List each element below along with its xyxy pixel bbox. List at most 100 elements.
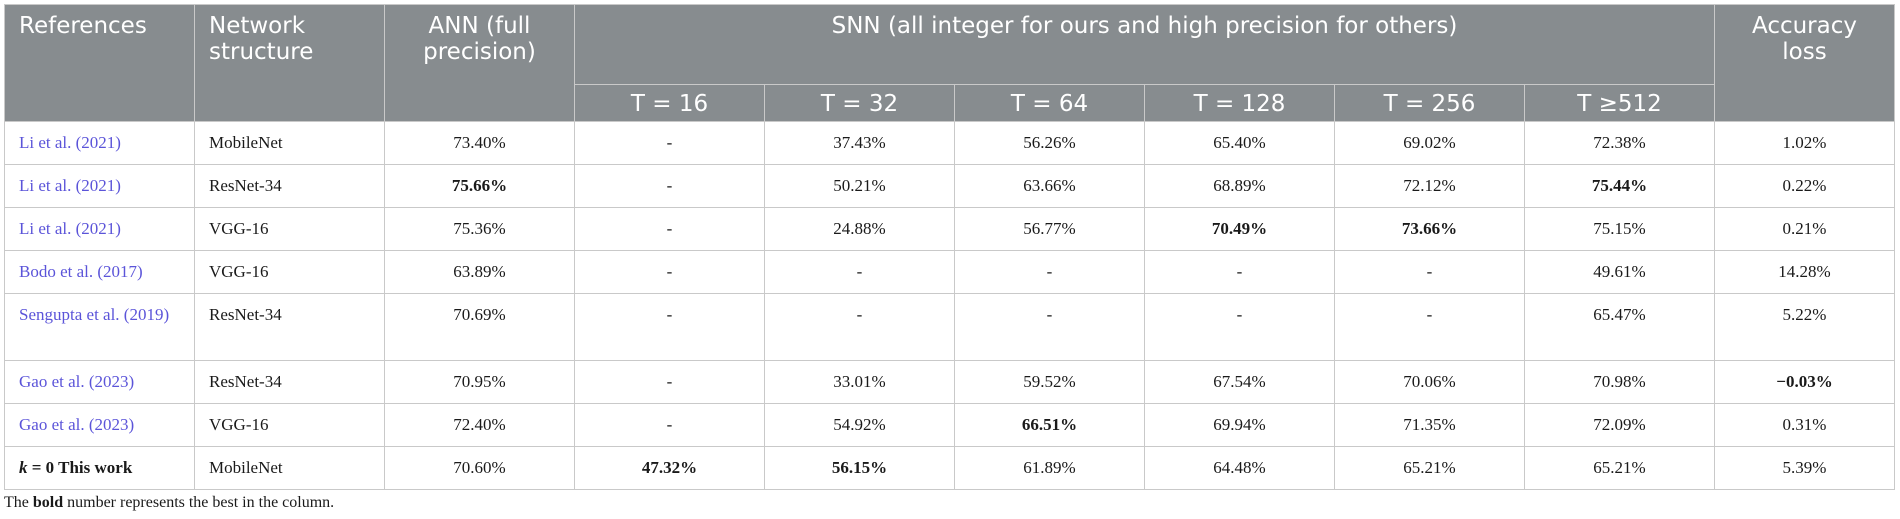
network-cell: MobileNet xyxy=(194,121,385,165)
this-work-label: k = 0 This work xyxy=(4,446,195,490)
t256-cell: 72.12% xyxy=(1334,164,1525,208)
t256-cell: 70.06% xyxy=(1334,360,1525,404)
reference-link[interactable]: Gao et al. (2023) xyxy=(4,360,195,404)
caption-bold: bold xyxy=(32,494,64,511)
table-row: Gao et al. (2023) VGG-16 72.40% - 54.92%… xyxy=(4,403,1895,447)
best-value: 66.51% xyxy=(1021,415,1078,434)
loss-cell: 14.28% xyxy=(1714,250,1895,294)
t16-cell: - xyxy=(574,164,765,208)
t32-cell: 37.43% xyxy=(764,121,955,165)
header-t128: T = 128 xyxy=(1144,84,1335,122)
caption-pre: The xyxy=(4,494,33,511)
t16-cell: - xyxy=(574,293,765,361)
header-t256: T = 256 xyxy=(1334,84,1525,122)
t128-cell: - xyxy=(1144,293,1335,361)
loss-cell: 5.39% xyxy=(1714,446,1895,490)
this-work-text: = 0 This work xyxy=(27,458,133,477)
t128-cell: 69.94% xyxy=(1144,403,1335,447)
network-cell: VGG-16 xyxy=(194,250,385,294)
t256-cell: - xyxy=(1334,250,1525,294)
best-value: 70.49% xyxy=(1211,219,1268,238)
best-value: 75.66% xyxy=(451,176,508,195)
t32-cell: 56.15% xyxy=(764,446,955,490)
t16-cell: - xyxy=(574,403,765,447)
t64-cell: 66.51% xyxy=(954,403,1145,447)
network-cell: VGG-16 xyxy=(194,403,385,447)
t64-cell: 63.66% xyxy=(954,164,1145,208)
t256-cell: 69.02% xyxy=(1334,121,1525,165)
k-variable: k xyxy=(19,458,28,477)
network-cell: VGG-16 xyxy=(194,207,385,251)
t512-cell: 70.98% xyxy=(1524,360,1715,404)
t256-cell: 65.21% xyxy=(1334,446,1525,490)
reference-link[interactable]: Li et al. (2021) xyxy=(4,207,195,251)
table-row: Sengupta et al. (2019) ResNet-34 70.69% … xyxy=(4,293,1895,361)
table-row: Li et al. (2021) VGG-16 75.36% - 24.88% … xyxy=(4,207,1895,251)
loss-cell: 0.31% xyxy=(1714,403,1895,447)
ann-cell: 70.95% xyxy=(384,360,575,404)
best-value: −0.03% xyxy=(1776,372,1833,391)
t32-cell: 50.21% xyxy=(764,164,955,208)
network-cell: ResNet-34 xyxy=(194,164,385,208)
network-cell: ResNet-34 xyxy=(194,360,385,404)
loss-cell: 5.22% xyxy=(1714,293,1895,361)
t16-cell: - xyxy=(574,360,765,404)
network-cell: MobileNet xyxy=(194,446,385,490)
ann-cell: 63.89% xyxy=(384,250,575,294)
best-value: 47.32% xyxy=(641,458,698,477)
t32-cell: 24.88% xyxy=(764,207,955,251)
t128-cell: 67.54% xyxy=(1144,360,1335,404)
t128-cell: 64.48% xyxy=(1144,446,1335,490)
reference-link[interactable]: Li et al. (2021) xyxy=(4,121,195,165)
loss-cell: 0.22% xyxy=(1714,164,1895,208)
reference-link[interactable]: Li et al. (2021) xyxy=(4,164,195,208)
best-value: 73.66% xyxy=(1401,219,1458,238)
t512-cell: 49.61% xyxy=(1524,250,1715,294)
header-snn: SNN (all integer for ours and high preci… xyxy=(574,4,1715,85)
t128-cell: 65.40% xyxy=(1144,121,1335,165)
caption-post: number represents the best in the column… xyxy=(63,494,335,511)
ann-cell: 70.69% xyxy=(384,293,575,361)
ann-cell: 75.66% xyxy=(384,164,575,208)
t512-cell: 65.21% xyxy=(1524,446,1715,490)
header-t32: T = 32 xyxy=(764,84,955,122)
t64-cell: 61.89% xyxy=(954,446,1145,490)
loss-cell: 0.21% xyxy=(1714,207,1895,251)
header-t64: T = 64 xyxy=(954,84,1145,122)
header-network-structure: Network structure xyxy=(194,4,385,122)
t512-cell: 65.47% xyxy=(1524,293,1715,361)
t16-cell: 47.32% xyxy=(574,446,765,490)
t256-cell: 73.66% xyxy=(1334,207,1525,251)
loss-cell: 1.02% xyxy=(1714,121,1895,165)
loss-cell: −0.03% xyxy=(1714,360,1895,404)
table-row: Bodo et al. (2017) VGG-16 63.89% - - - -… xyxy=(4,250,1895,294)
results-table: References Network structure ANN (full p… xyxy=(4,4,1895,490)
reference-link[interactable]: Bodo et al. (2017) xyxy=(4,250,195,294)
table-row: Li et al. (2021) MobileNet 73.40% - 37.4… xyxy=(4,121,1895,165)
table-row: Li et al. (2021) ResNet-34 75.66% - 50.2… xyxy=(4,164,1895,208)
t64-cell: 56.77% xyxy=(954,207,1145,251)
t256-cell: 71.35% xyxy=(1334,403,1525,447)
t32-cell: 54.92% xyxy=(764,403,955,447)
header-t16: T = 16 xyxy=(574,84,765,122)
t16-cell: - xyxy=(574,250,765,294)
t16-cell: - xyxy=(574,121,765,165)
ann-cell: 72.40% xyxy=(384,403,575,447)
table-row: k = 0 This work MobileNet 70.60% 47.32% … xyxy=(4,446,1895,490)
t128-cell: 68.89% xyxy=(1144,164,1335,208)
t512-cell: 75.44% xyxy=(1524,164,1715,208)
reference-link[interactable]: Sengupta et al. (2019) xyxy=(4,293,195,361)
t32-cell: - xyxy=(764,293,955,361)
t512-cell: 72.09% xyxy=(1524,403,1715,447)
table-caption: The bold number represents the best in t… xyxy=(4,494,334,512)
reference-link[interactable]: Gao et al. (2023) xyxy=(4,403,195,447)
ann-cell: 73.40% xyxy=(384,121,575,165)
best-value: 56.15% xyxy=(831,458,888,477)
t512-cell: 75.15% xyxy=(1524,207,1715,251)
t64-cell: 59.52% xyxy=(954,360,1145,404)
best-value: 75.44% xyxy=(1591,176,1648,195)
network-cell: ResNet-34 xyxy=(194,293,385,361)
t64-cell: - xyxy=(954,250,1145,294)
t64-cell: 56.26% xyxy=(954,121,1145,165)
t128-cell: - xyxy=(1144,250,1335,294)
